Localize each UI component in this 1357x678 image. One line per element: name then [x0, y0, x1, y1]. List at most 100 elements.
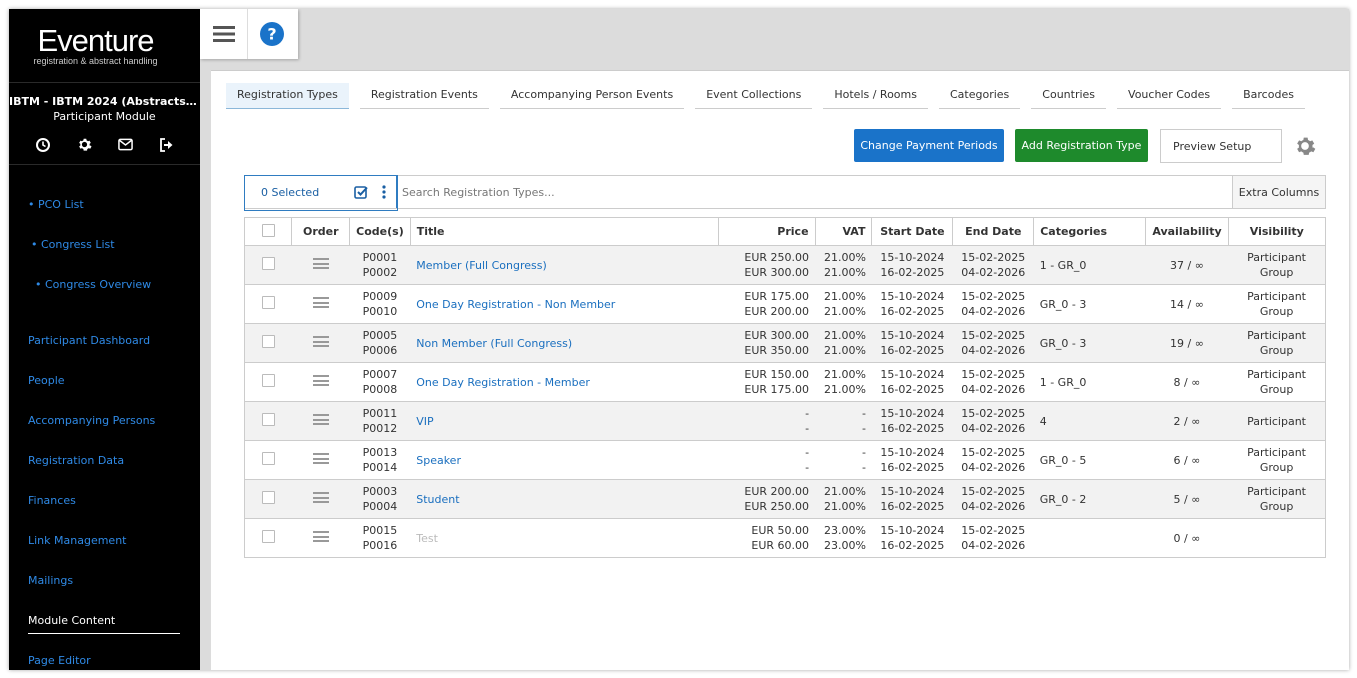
- table-row[interactable]: P0005 P0006 Non Member (Full Congress) EUR …: [243, 323, 1327, 363]
- drag-handle-icon[interactable]: [291, 362, 350, 402]
- tab-barcodes[interactable]: Barcodes: [1232, 83, 1305, 109]
- drag-handle-icon[interactable]: [291, 284, 350, 324]
- drag-handle-icon[interactable]: [291, 323, 350, 363]
- table-row[interactable]: P0001 P0002 Member (Full Congress) EUR 250.…: [243, 245, 1327, 285]
- logout-icon[interactable]: [159, 137, 174, 152]
- hamburger-menu-icon[interactable]: [200, 9, 248, 59]
- extra-columns-button[interactable]: Extra Columns: [1232, 176, 1325, 208]
- tab-categories[interactable]: Categories: [938, 83, 1021, 109]
- drag-handle-icon[interactable]: [291, 245, 350, 285]
- table-row[interactable]: P0015 P0016 Test EUR 50.00 EUR 60.00 23.00% 23…: [243, 518, 1327, 558]
- start-date-cell-line: 15-10-2024: [880, 446, 945, 459]
- drag-handle-icon[interactable]: [291, 518, 350, 558]
- vat-cell-line: 21.00%: [824, 485, 866, 498]
- column-header-vat[interactable]: VAT: [814, 217, 873, 246]
- row-checkbox[interactable]: [243, 284, 292, 324]
- start-date-cell: 15-10-2024 16-02-2025: [871, 323, 953, 363]
- sidebar-item-registration-data[interactable]: Registration Data: [28, 454, 125, 467]
- tab-hotels-rooms[interactable]: Hotels / Rooms: [823, 83, 928, 109]
- sidebar-item-congress-list[interactable]: • Congress List: [31, 238, 115, 251]
- select-all-checkbox[interactable]: [243, 217, 293, 246]
- sidebar-item-accompanying-persons[interactable]: Accompanying Persons: [28, 414, 156, 427]
- title-link[interactable]: One Day Registration - Member: [416, 375, 590, 389]
- sidebar-item-mailings[interactable]: Mailings: [28, 574, 74, 587]
- visibility-cell-line: Participant: [1247, 485, 1306, 498]
- start-date-cell-line: 15-10-2024: [880, 368, 945, 381]
- table-header-row: Order Code(s) Title Price VAT Start Date…: [243, 217, 1327, 246]
- title-link[interactable]: Student: [416, 492, 460, 506]
- row-checkbox[interactable]: [243, 479, 292, 519]
- price-cell: EUR 250.00 EUR 300.00: [718, 245, 816, 285]
- sidebar-item-congress-overview[interactable]: • Congress Overview: [35, 278, 152, 291]
- change-payment-periods-button[interactable]: Change Payment Periods: [854, 129, 1004, 162]
- row-checkbox[interactable]: [243, 245, 292, 285]
- tab-event-collections[interactable]: Event Collections: [695, 83, 813, 109]
- categories-cell: 4: [1033, 401, 1146, 441]
- price-cell-line: EUR 175.00: [744, 290, 810, 303]
- row-checkbox[interactable]: [243, 518, 292, 558]
- tab-registration-types[interactable]: Registration Types: [226, 83, 349, 109]
- column-header-codes[interactable]: Code(s): [349, 217, 411, 246]
- add-registration-type-button[interactable]: Add Registration Type: [1015, 129, 1148, 162]
- settings-gear-icon[interactable]: [1294, 135, 1316, 157]
- logo[interactable]: Eventure registration & abstract handlin…: [9, 9, 200, 83]
- table-row[interactable]: P0007 P0008 One Day Registration - Member E…: [243, 362, 1327, 402]
- column-header-title[interactable]: Title: [409, 217, 720, 246]
- envelope-icon[interactable]: [117, 137, 133, 152]
- sidebar-item-page-editor[interactable]: Page Editor: [28, 654, 91, 667]
- end-date-cell: 15-02-2025 04-02-2026: [952, 518, 1034, 558]
- column-header-end-date[interactable]: End Date: [952, 217, 1035, 246]
- row-checkbox[interactable]: [243, 440, 292, 480]
- clock-icon[interactable]: [36, 137, 51, 152]
- title-link[interactable]: Member (Full Congress): [416, 258, 547, 272]
- table-row[interactable]: P0013 P0014 Speaker - - - -15-10-2024 16-02-202…: [243, 440, 1327, 480]
- checkbox-check-icon[interactable]: [354, 185, 368, 202]
- price-cell-line: EUR 50.00: [751, 524, 810, 537]
- sidebar-item-pco-list[interactable]: • PCO List: [28, 198, 84, 211]
- sidebar-item-link-management[interactable]: Link Management: [28, 534, 127, 547]
- help-icon[interactable]: ?: [248, 9, 296, 59]
- tab-accompanying-person-events[interactable]: Accompanying Person Events: [499, 83, 685, 109]
- selection-dropdown[interactable]: 0 Selected: [244, 175, 398, 211]
- tab-registration-events[interactable]: Registration Events: [359, 83, 489, 109]
- column-header-price[interactable]: Price: [718, 217, 816, 246]
- price-cell-line: -: [805, 461, 810, 474]
- sidebar-item-people[interactable]: People: [28, 374, 65, 387]
- title-link[interactable]: Non Member (Full Congress): [416, 336, 573, 350]
- gear-icon[interactable]: [77, 137, 92, 152]
- end-date-cell-line: 04-02-2026: [961, 305, 1026, 318]
- categories-cell: GR_0 - 2: [1033, 479, 1146, 519]
- row-checkbox[interactable]: [243, 401, 292, 441]
- column-header-order[interactable]: Order: [291, 217, 351, 246]
- title-link[interactable]: Speaker: [416, 453, 461, 467]
- drag-handle-icon[interactable]: [291, 479, 350, 519]
- column-header-start-date[interactable]: Start Date: [871, 217, 954, 246]
- row-checkbox[interactable]: [243, 323, 292, 363]
- row-checkbox[interactable]: [243, 362, 292, 402]
- column-header-categories[interactable]: Categories: [1033, 217, 1147, 246]
- table-row[interactable]: P0003 P0004 Student EUR 200.00 EUR 250.00 21.…: [243, 479, 1327, 519]
- search-input[interactable]: [399, 176, 1233, 208]
- preview-setup-button[interactable]: Preview Setup: [1160, 129, 1282, 163]
- table-row[interactable]: P0009 P0010 One Day Registration - Non Mem…: [243, 284, 1327, 324]
- codes-cell-line: P0005: [362, 329, 398, 342]
- visibility-cell-line: Participant: [1247, 414, 1306, 428]
- start-date-cell: 15-10-2024 16-02-2025: [871, 401, 953, 441]
- availability-cell: 8 / ∞: [1145, 362, 1229, 402]
- column-header-visibility[interactable]: Visibility: [1227, 217, 1327, 246]
- title-link[interactable]: Test: [416, 531, 438, 545]
- sidebar-item-module-content[interactable]: Module Content: [9, 601, 200, 641]
- title-cell: One Day Registration - Member: [410, 362, 719, 402]
- title-link[interactable]: One Day Registration - Non Member: [416, 297, 616, 311]
- sidebar-item-finances[interactable]: Finances: [28, 494, 76, 507]
- drag-handle-icon[interactable]: [291, 440, 350, 480]
- registration-types-table: Order Code(s) Title Price VAT Start Date…: [243, 217, 1327, 558]
- title-link[interactable]: VIP: [416, 414, 434, 428]
- table-row[interactable]: P0011 P0012 VIP - - - -15-10-2024 16-02-2025 15-…: [243, 401, 1327, 441]
- tab-voucher-codes[interactable]: Voucher Codes: [1117, 83, 1222, 109]
- column-header-availability[interactable]: Availability: [1145, 217, 1229, 246]
- sidebar-item-participant-dashboard[interactable]: Participant Dashboard: [28, 334, 151, 347]
- drag-handle-icon[interactable]: [291, 401, 350, 441]
- more-options-icon[interactable]: [382, 185, 386, 202]
- tab-countries[interactable]: Countries: [1031, 83, 1107, 109]
